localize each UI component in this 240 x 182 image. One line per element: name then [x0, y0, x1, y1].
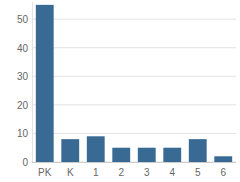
- bar: [112, 148, 130, 162]
- bar: [163, 148, 181, 162]
- y-tick-label: 0: [22, 157, 28, 168]
- grid-line: [32, 19, 236, 20]
- y-tick-label: 40: [17, 43, 29, 54]
- bar: [138, 148, 156, 162]
- y-axis: [32, 2, 33, 162]
- bar: [214, 156, 232, 162]
- x-tick-label: 4: [169, 167, 175, 178]
- x-tick-label: 5: [195, 167, 201, 178]
- x-tick-label: 6: [220, 167, 226, 178]
- bars: [36, 5, 232, 162]
- bar: [61, 139, 79, 162]
- y-tick-label: 30: [17, 71, 29, 82]
- x-tick-label: 1: [93, 167, 99, 178]
- grid-line: [32, 104, 236, 105]
- x-tick-label: K: [67, 167, 74, 178]
- grid-line: [32, 133, 236, 134]
- x-axis: [32, 162, 236, 163]
- chart: 0 10 20 30 40 50 PK K 1 2 3 4 5 6: [0, 0, 240, 182]
- x-tick-label: PK: [38, 167, 52, 178]
- bar: [189, 139, 207, 162]
- bar: [87, 136, 105, 162]
- y-tick-label: 20: [17, 100, 29, 111]
- y-tick-label: 10: [17, 128, 29, 139]
- x-tick-label: 3: [144, 167, 150, 178]
- grid-line: [32, 47, 236, 48]
- x-tick-label: 2: [118, 167, 124, 178]
- grid-line: [32, 76, 236, 77]
- y-tick-label: 50: [17, 14, 29, 25]
- bar: [36, 5, 54, 162]
